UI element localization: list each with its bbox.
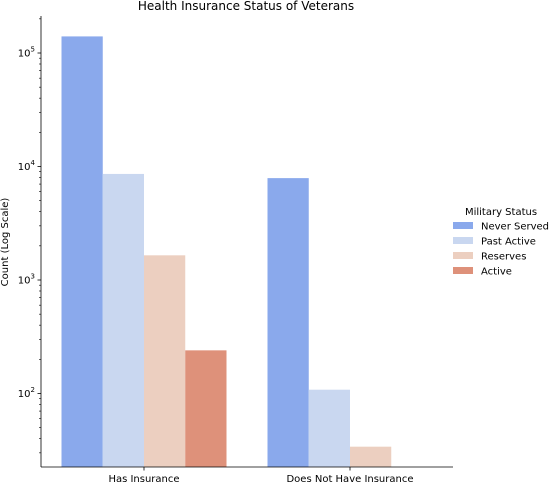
axes-group: 102 103 104 105 Has Insurance Does Not Have I… <box>18 16 453 484</box>
x-tick-label-does-not-have-insurance: Does Not Have Insurance <box>286 474 413 484</box>
bar-has-insurance-active <box>185 350 227 467</box>
y-axis-label: Count (Log Scale) <box>0 198 11 287</box>
bars-group <box>61 36 392 468</box>
legend-label-reserves: Reserves <box>481 252 526 263</box>
legend-swatch-past-active <box>453 237 473 244</box>
y-tick-label: 105 <box>18 46 35 60</box>
legend-swatch-never-served <box>453 222 473 229</box>
bar-does-not-have-insurance-past-active <box>308 389 350 467</box>
legend-swatch-reserves <box>453 252 473 259</box>
bar-does-not-have-insurance-never-served <box>267 178 309 467</box>
bar-does-not-have-insurance-reserves <box>350 446 392 467</box>
bar-has-insurance-past-active <box>102 173 144 467</box>
x-tick-label-has-insurance: Has Insurance <box>108 474 179 484</box>
legend-swatch-active <box>453 267 473 274</box>
chart-title: Health Insurance Status of Veterans <box>138 0 354 13</box>
legend-label-past-active: Past Active <box>481 237 536 248</box>
legend: Military Status Never Served Past Active Re… <box>453 207 549 278</box>
bar-has-insurance-reserves <box>144 255 186 467</box>
y-tick-label: 103 <box>18 273 35 287</box>
y-tick-label: 104 <box>18 159 36 173</box>
bar-has-insurance-never-served <box>61 36 103 468</box>
legend-title: Military Status <box>465 207 537 218</box>
y-tick-label: 102 <box>18 386 35 400</box>
legend-label-active: Active <box>481 267 512 278</box>
legend-label-never-served: Never Served <box>481 222 549 233</box>
